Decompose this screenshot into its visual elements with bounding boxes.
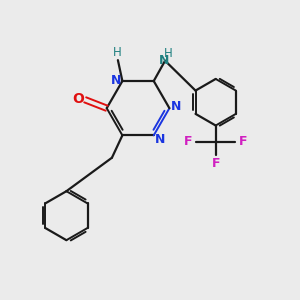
Text: N: N <box>158 54 169 67</box>
Text: H: H <box>164 47 172 60</box>
Text: H: H <box>113 46 122 59</box>
Text: F: F <box>239 135 248 148</box>
Text: O: O <box>73 92 85 106</box>
Text: N: N <box>111 74 121 87</box>
Text: F: F <box>184 135 192 148</box>
Text: N: N <box>154 133 165 146</box>
Text: N: N <box>171 100 181 113</box>
Text: F: F <box>212 157 220 170</box>
